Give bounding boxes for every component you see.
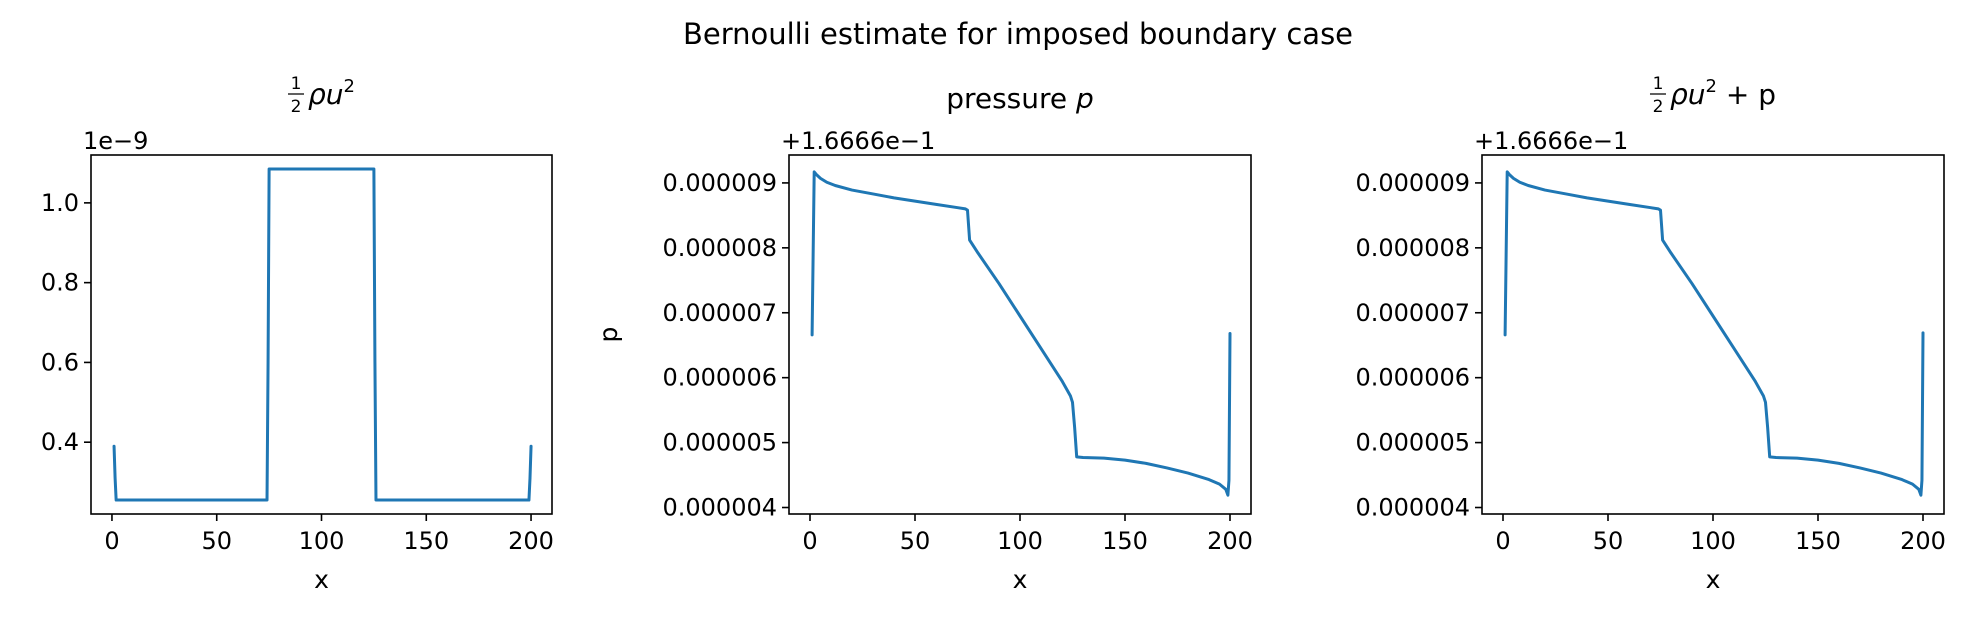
axes-frame	[90, 154, 553, 515]
y-tick-label: 0.000007	[662, 299, 777, 327]
title-body: ρu2 + p	[1670, 76, 1776, 111]
x-tick-label: 100	[1690, 527, 1736, 555]
panel-pressure: 0 50 100 150 200 0.000004 0.000005 0.000006 0.00…	[594, 82, 1253, 594]
y-tick-label: 0.4	[41, 428, 79, 456]
x-tick-label: 150	[1102, 527, 1148, 555]
x-tick-label: 150	[1795, 527, 1841, 555]
x-axis-label: x	[314, 565, 329, 594]
x-tick-label: 200	[1900, 527, 1946, 555]
title-frac-den: 2	[1653, 97, 1664, 117]
axes-frame	[1481, 154, 1945, 515]
x-tick-label: 50	[900, 527, 931, 555]
y-tick-label: 0.000004	[662, 494, 777, 522]
y-tick-label: 0.000008	[1355, 234, 1470, 262]
x-tick-label: 100	[299, 527, 345, 555]
x-tick-label: 150	[403, 527, 449, 555]
x-tick-label: 0	[802, 527, 817, 555]
x-tick-label: 100	[997, 527, 1043, 555]
x-tick-label: 0	[1495, 527, 1510, 555]
title-frac-num: 1	[1653, 74, 1664, 94]
title-text: pressure p	[946, 82, 1094, 115]
title-frac-num: 1	[291, 74, 302, 94]
y-tick-label: 1.0	[41, 189, 79, 217]
y-tick-label: 0.000004	[1355, 494, 1470, 522]
x-tick-label: 50	[201, 527, 232, 555]
panel-title: ρu2 + p 1 2	[1649, 74, 1776, 117]
y-offset-text: +1.6666e−1	[781, 127, 935, 155]
y-axis-label: p	[594, 327, 623, 343]
series-line	[810, 170, 1232, 497]
panel-title: ρu2 1 2	[288, 74, 355, 117]
y-tick-label: 0.000009	[1355, 169, 1470, 197]
series-line	[1503, 170, 1925, 497]
y-tick-label: 0.000006	[662, 364, 777, 392]
x-tick-label: 50	[1593, 527, 1624, 555]
panel-bernoulli-sum: 0 50 100 150 200 0.000004 0.000005 0.000006 0.00…	[1355, 74, 1945, 594]
y-tick-label: 0.000005	[662, 429, 777, 457]
x-axis-label: x	[1706, 565, 1721, 594]
x-tick-label: 200	[508, 527, 554, 555]
y-tick-label: 0.000005	[1355, 429, 1470, 457]
title-frac-den: 2	[291, 97, 302, 117]
figure-suptitle: Bernoulli estimate for imposed boundary …	[683, 17, 1353, 51]
x-tick-label: 200	[1207, 527, 1253, 555]
axes-frame	[788, 154, 1252, 515]
y-tick-label: 0.000009	[662, 169, 777, 197]
y-tick-label: 0.8	[41, 269, 79, 297]
series-line	[112, 167, 533, 502]
title-body: ρu2	[308, 76, 355, 111]
y-tick-label: 0.000007	[1355, 299, 1470, 327]
y-offset-text: 1e−9	[83, 127, 148, 155]
panel-kinetic-energy: 0 50 100 150 200 0.4 0.6 0.8 1.0 x 1e−9 ρu2 1 2	[41, 74, 554, 594]
y-tick-label: 0.6	[41, 348, 79, 376]
panel-title: pressure p	[946, 82, 1094, 115]
x-tick-label: 0	[104, 527, 119, 555]
y-tick-label: 0.000006	[1355, 364, 1470, 392]
y-tick-label: 0.000008	[662, 234, 777, 262]
y-offset-text: +1.6666e−1	[1474, 127, 1628, 155]
x-axis-label: x	[1013, 565, 1028, 594]
